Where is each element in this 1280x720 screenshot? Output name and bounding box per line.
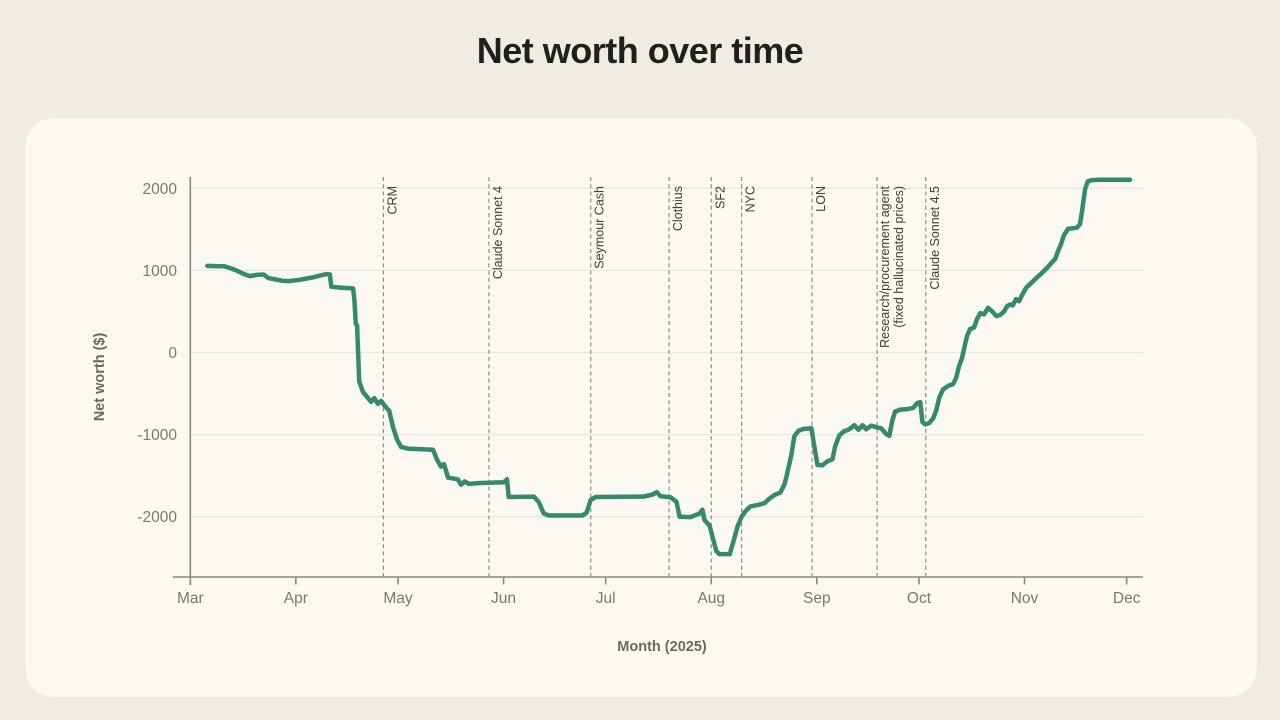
annotation-label: LON bbox=[814, 186, 828, 212]
annotation-label: Claude Sonnet 4.5 bbox=[928, 186, 942, 290]
annotation-label: Research/procurement agent bbox=[878, 185, 892, 347]
chart-title: Net worth over time bbox=[476, 30, 804, 71]
month-tick-label: Apr bbox=[284, 590, 308, 607]
month-tick-label: May bbox=[383, 590, 413, 607]
net-worth-line bbox=[205, 177, 1133, 557]
y-tick-label: -2000 bbox=[137, 509, 177, 526]
chart-card: Mar Apr May Jun Jul Aug Sep Oct Nov Dec 2000 1000 0 -… bbox=[25, 118, 1257, 697]
month-tick-label: Oct bbox=[907, 590, 932, 607]
y-tick-label: 0 bbox=[168, 345, 177, 362]
month-tick-label: Dec bbox=[1113, 590, 1141, 607]
y-tick-label: 2000 bbox=[143, 181, 178, 198]
annotation-label: Seymour Cash bbox=[593, 186, 607, 269]
annotation-label: Clothius bbox=[671, 186, 685, 231]
month-tick-label: Aug bbox=[697, 590, 725, 607]
y-tick-label: -1000 bbox=[137, 427, 177, 444]
month-tick-label: Jun bbox=[491, 590, 516, 607]
month-tick-label: Nov bbox=[1011, 590, 1039, 607]
month-tick-label: Sep bbox=[803, 590, 831, 607]
annotation-label: CRM bbox=[385, 186, 399, 214]
annotation-label: (fixed hallucinated prices) bbox=[892, 186, 906, 328]
y-axis-title: Net worth ($) bbox=[92, 332, 108, 422]
y-tick-label: 1000 bbox=[143, 263, 178, 280]
x-axis-title: Month (2025) bbox=[617, 639, 707, 655]
annotation-label: Claude Sonnet 4 bbox=[491, 186, 505, 279]
net-worth-line-chart: Mar Apr May Jun Jul Aug Sep Oct Nov Dec 2000 1000 0 -… bbox=[137, 177, 1143, 607]
month-tick-label: Mar bbox=[177, 590, 204, 607]
month-tick-label: Jul bbox=[596, 590, 616, 607]
annotation-label: SF2 bbox=[713, 186, 727, 209]
annotation-label: NYC bbox=[744, 186, 758, 212]
